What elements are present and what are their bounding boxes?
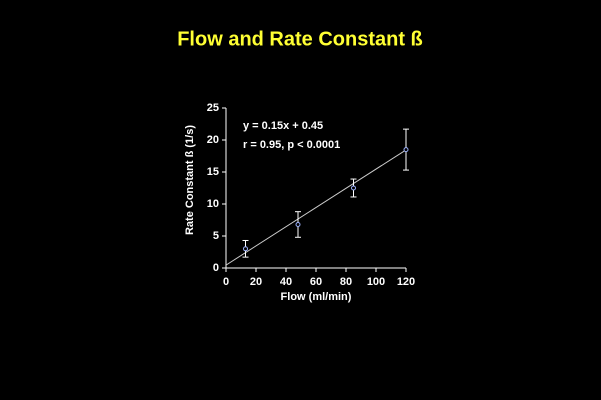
- y-tick-label: 0: [213, 262, 219, 274]
- trendline: [225, 149, 407, 266]
- point: [295, 221, 301, 227]
- chart-title: Flow and Rate Constant ß: [177, 28, 423, 50]
- x-tick-label: 40: [280, 276, 292, 288]
- y-axis-label: Rate Constant ß (1/s): [184, 125, 196, 235]
- x-tick-label: 60: [310, 276, 322, 288]
- x-tick-label: 100: [367, 276, 385, 288]
- y-tick-label: 25: [207, 102, 219, 114]
- point: [351, 185, 356, 191]
- y-tick-label: 15: [207, 166, 219, 178]
- y-tick-label: 5: [213, 230, 219, 242]
- y-tick-label: 20: [207, 134, 219, 146]
- y-tick-label: 10: [207, 198, 219, 210]
- point: [243, 246, 248, 252]
- x-tick-label: 0: [223, 276, 229, 288]
- annotation: y = 0.15x + 0.45: [243, 120, 323, 132]
- point: [403, 147, 409, 153]
- x-tick-label: 80: [340, 276, 352, 288]
- x-axis-label: Flow (ml/min): [281, 291, 352, 303]
- x-tick-label: 120: [397, 276, 415, 288]
- x-tick-label: 20: [250, 276, 262, 288]
- annotation: r = 0.95, p < 0.0001: [243, 139, 340, 151]
